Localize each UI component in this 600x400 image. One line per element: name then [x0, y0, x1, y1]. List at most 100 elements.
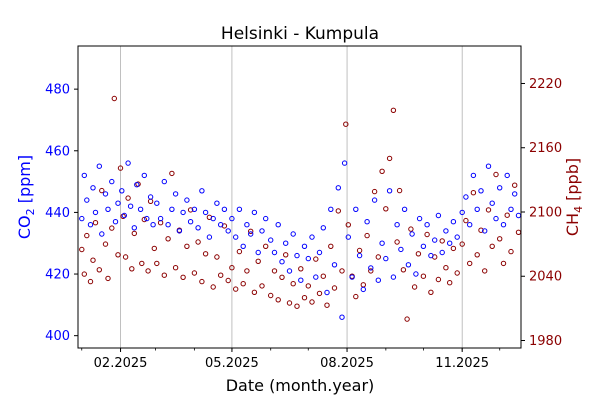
ch4-point	[360, 282, 366, 288]
co2-point	[109, 178, 115, 185]
y-left-label-main: CO	[15, 215, 34, 239]
ch4-point	[92, 220, 99, 226]
co2-point	[263, 215, 269, 222]
co2-point	[341, 160, 348, 166]
ch4-point	[122, 254, 129, 260]
ch4-point	[454, 270, 460, 276]
ch4-point	[450, 245, 457, 252]
co2-point	[398, 246, 404, 253]
co2-point	[180, 209, 186, 216]
ch4-point	[218, 272, 224, 278]
y-right-tick-label: 2160	[529, 141, 562, 156]
co2-point	[335, 185, 341, 191]
co2-point	[157, 215, 164, 222]
co2-point	[137, 206, 144, 213]
y-right-label-unit: [ppb]	[563, 158, 582, 206]
co2-point	[474, 206, 480, 213]
ch4-point	[345, 222, 351, 228]
co2-point	[268, 237, 274, 243]
ch4-point	[364, 232, 370, 239]
co2-point	[141, 172, 148, 179]
ch4-point	[396, 187, 403, 194]
co2-point	[271, 249, 278, 256]
ch4-point	[383, 206, 389, 212]
ch4-point	[508, 248, 514, 255]
ch4-point	[214, 254, 220, 260]
co2-point	[221, 206, 228, 213]
ch4-point	[305, 283, 311, 289]
right-axis-ticks: 1980 2040 2100 2160 2220	[521, 77, 562, 349]
ch4-point	[375, 254, 381, 260]
ch4-point	[255, 258, 261, 264]
ch4-point	[117, 165, 124, 171]
y-left-label-sub: 2	[24, 208, 37, 215]
ch4-point	[154, 260, 160, 267]
ch4-point	[386, 155, 393, 162]
co2-point	[147, 194, 154, 200]
co2-point	[508, 206, 514, 213]
co2-point	[360, 286, 366, 293]
ch4-point	[335, 208, 341, 214]
co2-point	[79, 215, 85, 222]
y-right-tick-label: 2100	[529, 205, 562, 220]
co2-point	[84, 197, 90, 203]
co2-point	[87, 222, 94, 228]
co2-point	[298, 277, 304, 283]
y-right-tick-label: 1980	[529, 334, 562, 349]
ch4-point	[404, 316, 410, 322]
ch4-point	[87, 278, 94, 285]
ch4-point	[298, 266, 304, 272]
co2-point	[485, 163, 492, 169]
ch4-point	[309, 299, 315, 305]
co2-point	[379, 240, 385, 246]
co2-point	[225, 228, 231, 234]
y-right-label-main: CH	[563, 213, 582, 236]
ch4-point	[515, 229, 522, 236]
ch4-point	[331, 285, 338, 291]
ch4-point	[478, 227, 484, 233]
co2-point	[165, 222, 171, 228]
co2-point	[500, 222, 507, 228]
co2-point	[467, 222, 473, 228]
ch4-point	[459, 241, 465, 247]
x-axis-label: Date (month.year)	[226, 376, 375, 395]
co2-point	[105, 206, 111, 213]
co2-point	[371, 197, 378, 203]
co2-point	[121, 212, 128, 219]
ch4-point	[316, 290, 323, 297]
x-tick-label: 05.2025	[205, 356, 259, 371]
y-left-label-unit: [ppm]	[15, 155, 34, 208]
co2-point	[81, 172, 88, 179]
co2-series	[79, 160, 522, 320]
ch4-point	[105, 275, 111, 282]
co2-point	[364, 219, 370, 225]
ch4-point	[240, 281, 246, 287]
ch4-point	[210, 284, 216, 290]
ch4-point	[504, 212, 510, 218]
ch4-point	[191, 270, 198, 276]
co2-point	[290, 231, 296, 237]
co2-point	[409, 231, 415, 237]
co2-point	[127, 203, 134, 209]
x-axis-ticks: 02.2025 05.2025 08.2025 11.2025	[81, 348, 501, 371]
ch4-point	[129, 266, 135, 272]
co2-point	[279, 259, 285, 265]
ch4-point	[482, 268, 488, 274]
co2-point	[459, 209, 465, 216]
co2-point	[125, 160, 131, 166]
ch4-point	[172, 265, 179, 271]
plot-frame	[77, 45, 522, 349]
ch4-point	[512, 182, 518, 188]
ch4-point	[493, 171, 499, 178]
co2-point	[240, 243, 246, 250]
co2-point	[489, 200, 495, 206]
co2-point	[420, 243, 427, 250]
ch4-point	[145, 268, 151, 274]
co2-point	[172, 191, 179, 197]
left-axis-ticks: 400 420 440 460 480	[45, 83, 78, 344]
ch4-point	[428, 289, 434, 295]
co2-point	[255, 249, 261, 256]
ch4-point	[165, 236, 171, 242]
y-right-tick-label: 2220	[529, 77, 562, 92]
